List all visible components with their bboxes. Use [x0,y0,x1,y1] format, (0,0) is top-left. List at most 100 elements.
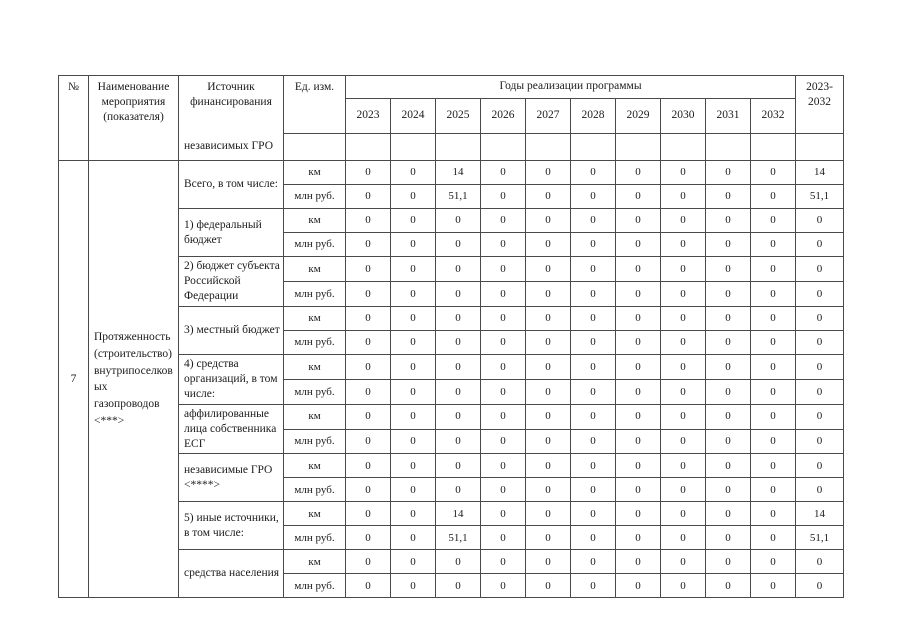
total-cell: 0 [795,305,845,331]
total-cell: 0 [795,378,845,405]
total-cell: 0 [795,403,845,430]
value-cell-2032: 0 [749,160,797,185]
total-cell: 51,1 [795,525,845,551]
table-body: 7 Протяженность (строительство) внутрипос… [58,159,845,599]
value-cell-2024: 0 [390,280,436,307]
value-cell-2029: 0 [615,549,661,575]
funding-source-label: независимые ГРО <****> [178,453,284,503]
value-cell-2024: 0 [390,353,436,380]
value-cell-2032: 0 [749,353,797,380]
value-cell-2024: 0 [390,573,436,599]
value-cell-2028: 0 [570,184,616,209]
value-cell-2025: 0 [435,428,481,455]
total-cell: 0 [795,549,845,575]
table-row: 4) средства организаций, в том числе: км 0… [59,353,845,405]
funding-source-label: Всего, в том числе: [178,160,284,209]
total-cell: 0 [795,232,845,257]
unit-cell: км [283,208,346,233]
year-header-2028: 2028 [570,98,616,134]
value-cell-2032: 0 [749,280,797,307]
value-cell-2026: 0 [480,329,526,355]
value-cell-2032: 0 [749,256,797,282]
value-cell-2030: 0 [660,428,706,455]
value-cell-2029: 0 [615,353,661,380]
continuation-value-cell [345,133,391,161]
value-cell-2031: 0 [705,453,751,479]
value-cell-2027: 0 [525,329,571,355]
value-cell-2028: 0 [570,501,616,527]
value-cell-2025: 0 [435,549,481,575]
value-cell-2025: 0 [435,305,481,331]
value-cell-2026: 0 [480,305,526,331]
value-cell-2023: 0 [345,353,391,380]
table-row: независимые ГРО <****> км 0 0 0 0 0 0 0 0 0 0 0 [59,453,845,503]
value-cell-2031: 0 [705,184,751,209]
value-cell-2032: 0 [749,549,797,575]
value-cell-2027: 0 [525,184,571,209]
value-cell-2027: 0 [525,549,571,575]
value-cell-2024: 0 [390,329,436,355]
funding-source-label: средства населения [178,549,284,599]
unit-cell: млн руб. [283,378,346,405]
year-header-2032: 2032 [749,98,797,134]
value-cell-2027: 0 [525,305,571,331]
value-cell-2026: 0 [480,573,526,599]
value-cell-2027: 0 [525,378,571,405]
value-cell-2029: 0 [615,305,661,331]
value-cell-2029: 0 [615,477,661,503]
value-cell-2024: 0 [390,160,436,185]
value-cell-2025: 0 [435,353,481,380]
value-cell-2027: 0 [525,477,571,503]
value-cell-2026: 0 [480,501,526,527]
value-cell-2027: 0 [525,403,571,430]
value-cell-2032: 0 [749,501,797,527]
value-cell-2030: 0 [660,160,706,185]
total-cell: 0 [795,208,845,233]
value-cell-2031: 0 [705,305,751,331]
value-cell-2028: 0 [570,453,616,479]
unit-cell: км [283,501,346,527]
value-cell-2026: 0 [480,453,526,479]
value-cell-2023: 0 [345,525,391,551]
value-cell-2030: 0 [660,378,706,405]
col-header-total: 2023-2032 [795,75,845,134]
value-cell-2024: 0 [390,428,436,455]
value-cell-2030: 0 [660,403,706,430]
value-cell-2030: 0 [660,477,706,503]
value-cell-2026: 0 [480,280,526,307]
value-cell-2028: 0 [570,232,616,257]
year-header-2024: 2024 [390,98,436,134]
value-cell-2031: 0 [705,208,751,233]
value-cell-2031: 0 [705,329,751,355]
value-cell-2028: 0 [570,378,616,405]
unit-cell: млн руб. [283,232,346,257]
value-cell-2023: 0 [345,501,391,527]
value-cell-2030: 0 [660,305,706,331]
value-cell-2028: 0 [570,428,616,455]
value-cell-2026: 0 [480,403,526,430]
value-cell-2030: 0 [660,501,706,527]
value-cell-2031: 0 [705,353,751,380]
value-cell-2028: 0 [570,256,616,282]
value-cell-2023: 0 [345,256,391,282]
value-cell-2025: 0 [435,329,481,355]
unit-cell: млн руб. [283,477,346,503]
funding-source-label: 4) средства организаций, в том числе: [178,353,284,405]
continuation-value-cell [525,133,571,161]
value-cell-2029: 0 [615,453,661,479]
continuation-row [59,133,845,161]
value-cell-2024: 0 [390,208,436,233]
unit-cell: км [283,403,346,430]
value-cell-2031: 0 [705,378,751,405]
table-row: 7 Протяженность (строительство) внутрипос… [58,159,845,599]
value-cell-2028: 0 [570,160,616,185]
value-cell-2029: 0 [615,501,661,527]
value-cell-2023: 0 [345,280,391,307]
value-cell-2032: 0 [749,403,797,430]
value-cell-2032: 0 [749,453,797,479]
total-cell: 0 [795,573,845,599]
value-cell-2027: 0 [525,525,571,551]
unit-cell: млн руб. [283,525,346,551]
total-cell: 0 [795,453,845,479]
year-header-2025: 2025 [435,98,481,134]
